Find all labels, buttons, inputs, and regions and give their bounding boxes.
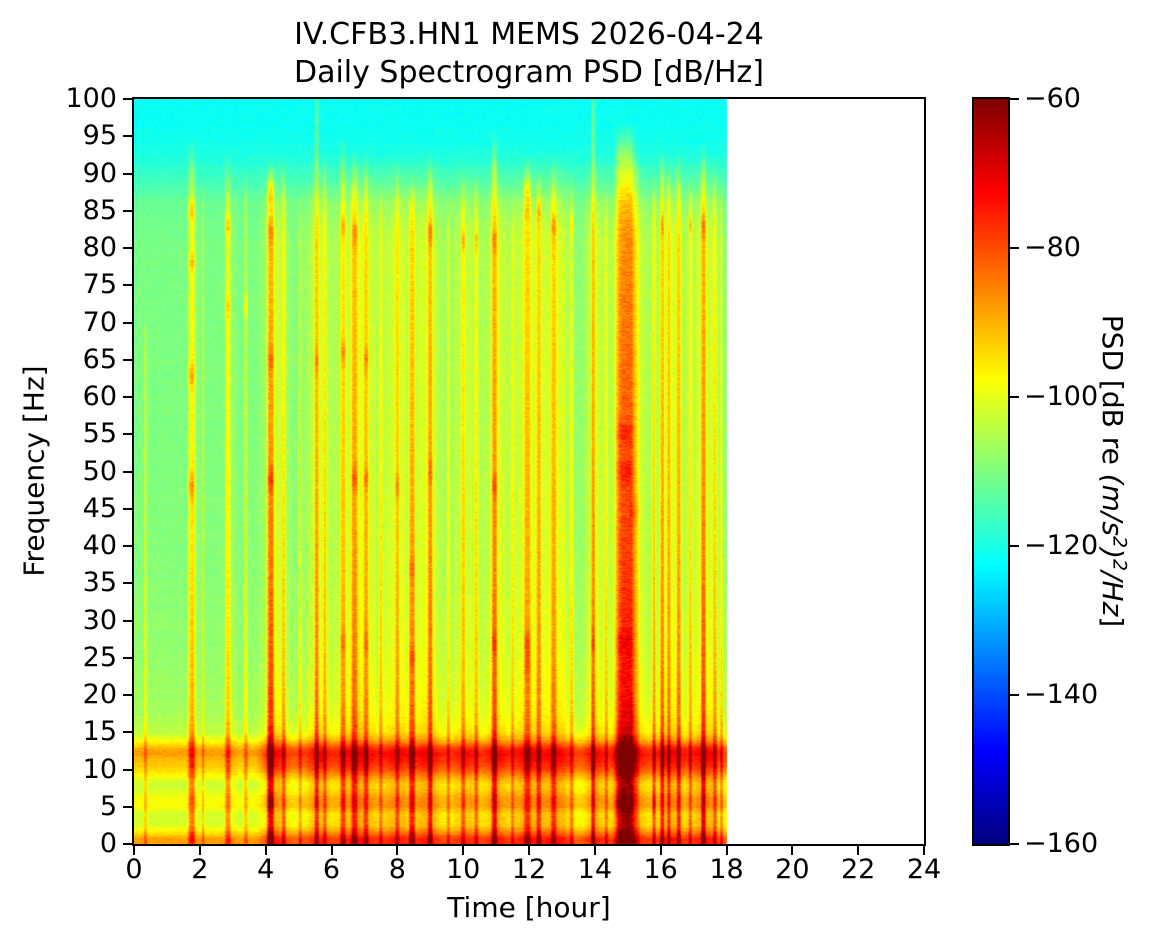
y-tick-label: 0	[99, 828, 117, 859]
y-tick-label: 20	[82, 679, 117, 710]
colorbar-tick	[1010, 843, 1019, 845]
y-tick-label: 75	[82, 269, 117, 301]
y-tick-label: 90	[82, 157, 117, 189]
x-tick	[528, 846, 530, 855]
x-tick-label: 6	[322, 854, 341, 885]
y-tick	[123, 507, 132, 510]
y-tick	[123, 470, 132, 473]
y-tick	[123, 656, 132, 659]
y-tick	[123, 209, 132, 212]
y-axis-label: Frequency [Hz]	[17, 365, 51, 577]
y-tick-label: 45	[82, 492, 117, 524]
y-tick	[123, 396, 132, 398]
y-tick	[123, 694, 132, 696]
x-tick-label: 0	[125, 854, 143, 885]
y-tick	[123, 358, 132, 361]
y-tick-label: 40	[82, 530, 117, 561]
y-tick	[123, 768, 132, 771]
x-tick	[593, 846, 596, 855]
colorbar-gradient	[974, 99, 1008, 844]
y-tick-label: 50	[82, 455, 117, 487]
y-tick	[123, 582, 132, 585]
x-tick-label: 10	[445, 854, 481, 885]
colorbar-tick	[1010, 545, 1019, 547]
colorbar-tick-label: −160	[1024, 828, 1099, 859]
chart-title: IV.CFB3.HN1 MEMS 2026-04-24 Daily Spectr…	[134, 16, 924, 92]
y-tick-label: 25	[82, 641, 117, 673]
colorbar-tick	[1010, 98, 1019, 100]
x-tick	[264, 846, 267, 855]
colorbar-label-prefix: PSD [dB re	[1095, 314, 1129, 474]
x-tick	[725, 846, 728, 855]
y-tick-label: 100	[65, 83, 117, 114]
x-tick	[791, 846, 794, 855]
x-tick	[857, 846, 860, 855]
y-tick	[123, 805, 132, 808]
y-tick-label: 30	[82, 604, 117, 636]
spectrogram-plot	[132, 97, 926, 846]
x-tick-label: 24	[906, 854, 942, 885]
x-tick	[923, 846, 925, 855]
y-tick-label: 70	[82, 306, 117, 338]
y-tick-label: 5	[99, 790, 117, 822]
x-tick	[133, 846, 135, 855]
y-tick	[123, 619, 132, 622]
colorbar-tick	[1010, 396, 1019, 398]
x-tick-label: 8	[388, 854, 406, 885]
colorbar-label-suffix: ]	[1095, 616, 1129, 628]
x-tick-label: 2	[191, 854, 209, 885]
colorbar	[972, 97, 1010, 846]
y-tick	[123, 843, 132, 845]
y-tick	[123, 545, 132, 547]
y-tick	[123, 135, 132, 138]
spectrogram-heatmap	[134, 99, 924, 844]
y-tick	[123, 98, 132, 100]
x-axis-label: Time [hour]	[447, 891, 611, 924]
chart-title-line2: Daily Spectrogram PSD [dB/Hz]	[293, 55, 764, 90]
y-tick	[123, 321, 132, 324]
x-tick-label: 14	[577, 854, 612, 885]
colorbar-tick-label: −140	[1024, 679, 1099, 710]
x-tick	[396, 846, 399, 855]
colorbar-label: PSD [dB re (m/s2)2/Hz]	[1096, 315, 1130, 627]
x-tick-label: 12	[511, 854, 547, 885]
y-tick	[123, 172, 132, 175]
colorbar-tick-label: −80	[1024, 232, 1081, 263]
colorbar-tick	[1010, 694, 1019, 696]
x-tick	[198, 846, 201, 855]
chart-title-line1: IV.CFB3.HN1 MEMS 2026-04-24	[294, 17, 764, 52]
y-tick-label: 80	[82, 232, 117, 263]
colorbar-tick-label: −60	[1024, 83, 1081, 114]
y-tick-label: 65	[82, 343, 117, 375]
x-tick	[462, 846, 465, 855]
x-tick-label: 4	[257, 854, 275, 885]
x-tick-label: 18	[709, 854, 744, 885]
x-tick	[659, 846, 662, 855]
y-tick-label: 60	[82, 381, 117, 412]
x-tick-label: 22	[840, 854, 876, 885]
y-tick	[123, 284, 132, 287]
y-tick-label: 95	[82, 120, 117, 152]
y-tick-label: 55	[82, 418, 117, 450]
y-tick-label: 15	[82, 716, 117, 748]
y-tick-label: 10	[82, 753, 117, 785]
y-tick	[123, 247, 132, 249]
x-tick-label: 16	[643, 854, 678, 885]
colorbar-tick-label: −100	[1024, 381, 1099, 412]
colorbar-label-math: (m/s2)2/Hz	[1095, 473, 1131, 617]
colorbar-tick-label: −120	[1024, 530, 1099, 561]
x-tick-label: 20	[775, 854, 810, 885]
y-tick-label: 85	[82, 194, 117, 226]
x-tick	[330, 846, 333, 855]
y-tick	[123, 731, 132, 734]
y-tick	[123, 433, 132, 436]
y-tick-label: 35	[82, 567, 117, 599]
colorbar-tick	[1010, 247, 1019, 249]
